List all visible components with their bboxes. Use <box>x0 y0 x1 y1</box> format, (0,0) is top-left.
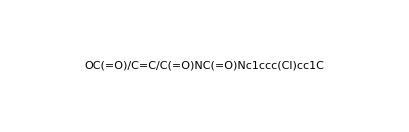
Text: OC(=O)/C=C/C(=O)NC(=O)Nc1ccc(Cl)cc1C: OC(=O)/C=C/C(=O)NC(=O)Nc1ccc(Cl)cc1C <box>85 61 324 71</box>
